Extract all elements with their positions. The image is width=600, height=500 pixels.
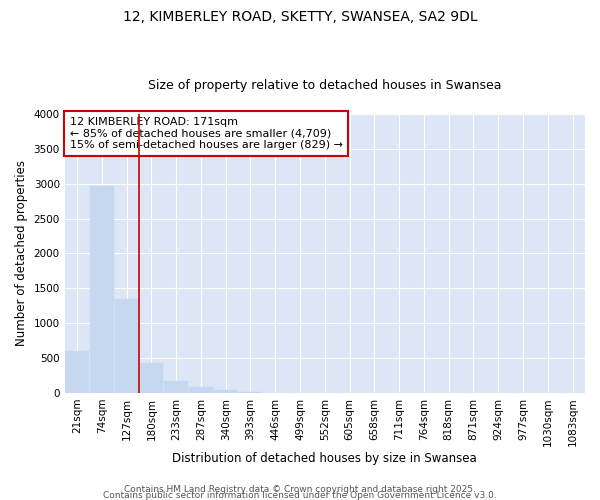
Text: Contains public sector information licensed under the Open Government Licence v3: Contains public sector information licen… xyxy=(103,490,497,500)
Text: 12, KIMBERLEY ROAD, SKETTY, SWANSEA, SA2 9DL: 12, KIMBERLEY ROAD, SKETTY, SWANSEA, SA2… xyxy=(122,10,478,24)
Y-axis label: Number of detached properties: Number of detached properties xyxy=(15,160,28,346)
Bar xyxy=(115,299,139,393)
Text: 12 KIMBERLEY ROAD: 171sqm
← 85% of detached houses are smaller (4,709)
15% of se: 12 KIMBERLEY ROAD: 171sqm ← 85% of detac… xyxy=(70,117,343,150)
Bar xyxy=(90,186,113,393)
Bar xyxy=(65,351,89,393)
Text: Contains HM Land Registry data © Crown copyright and database right 2025.: Contains HM Land Registry data © Crown c… xyxy=(124,485,476,494)
Bar xyxy=(214,390,238,393)
Bar xyxy=(140,363,163,393)
X-axis label: Distribution of detached houses by size in Swansea: Distribution of detached houses by size … xyxy=(172,452,477,465)
Bar xyxy=(189,388,213,393)
Title: Size of property relative to detached houses in Swansea: Size of property relative to detached ho… xyxy=(148,79,502,92)
Bar xyxy=(164,382,188,393)
Bar xyxy=(239,392,262,393)
